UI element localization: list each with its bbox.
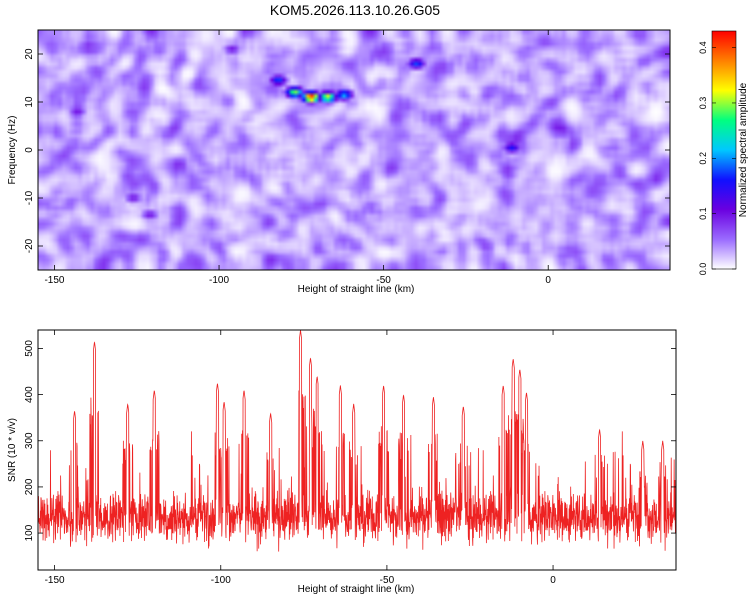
snr-y-axis: 100 200 300 400 500 [24, 340, 676, 541]
heatmap-x-label: Height of straight line (km) [298, 284, 415, 295]
y-tick-label: 200 [24, 478, 35, 495]
heatmap-y-axis: -20 -10 0 10 20 [24, 48, 670, 253]
colorbar-ticks: 0.0 0.1 0.2 0.3 0.4 [698, 41, 736, 275]
heatmap-image [38, 30, 670, 270]
snr-y-label: SNR (10 * v/v) [7, 418, 18, 482]
colorbar-tick-label: 0.4 [698, 41, 708, 54]
colorbar-frame [711, 30, 737, 270]
snr-x-axis: -150 -100 -50 0 [45, 330, 556, 586]
snr-x-label: Height of straight line (km) [298, 584, 415, 595]
figure-title: KOM5.2026.113.10.26.G05 [270, 2, 440, 18]
y-tick-label: 500 [24, 340, 35, 357]
y-tick-label: -20 [24, 238, 35, 253]
x-tick-label: -150 [45, 575, 65, 586]
y-tick-label: -10 [24, 190, 35, 205]
colorbar-label: Normalized spectral amplitude [738, 82, 749, 217]
y-tick-label: 0 [24, 147, 35, 153]
snr-series-line [38, 330, 676, 552]
x-tick-label: -100 [211, 575, 231, 586]
x-tick-label: -50 [380, 575, 395, 586]
colorbar-tick-label: 0.1 [698, 207, 708, 220]
x-tick-label: -100 [209, 275, 229, 286]
snr-panel: -150 -100 -50 0 100 200 300 400 500 Height of s… [7, 329, 677, 595]
colorbar: 0.0 0.1 0.2 0.3 0.4 Normalized spectral ampl… [698, 30, 749, 275]
colorbar-tick-label: 0.2 [698, 152, 708, 165]
x-tick-label: -150 [44, 275, 64, 286]
y-tick-label: 400 [24, 386, 35, 403]
colorbar-tick-label: 0.3 [698, 97, 708, 110]
heatmap-y-label: Frequency (Hz) [7, 116, 18, 185]
x-tick-label: 0 [545, 275, 551, 286]
y-tick-label: 20 [24, 48, 35, 60]
x-tick-label: 0 [550, 575, 556, 586]
colorbar-gradient [712, 31, 736, 269]
snr-frame [37, 329, 677, 571]
colorbar-tick-label: 0.0 [698, 263, 708, 276]
x-tick-label: -50 [376, 275, 391, 286]
heatmap-x-axis: -150 -100 -50 0 [44, 30, 551, 286]
y-tick-label: 10 [24, 96, 35, 108]
y-tick-label: 100 [24, 524, 35, 541]
y-tick-label: 300 [24, 432, 35, 449]
